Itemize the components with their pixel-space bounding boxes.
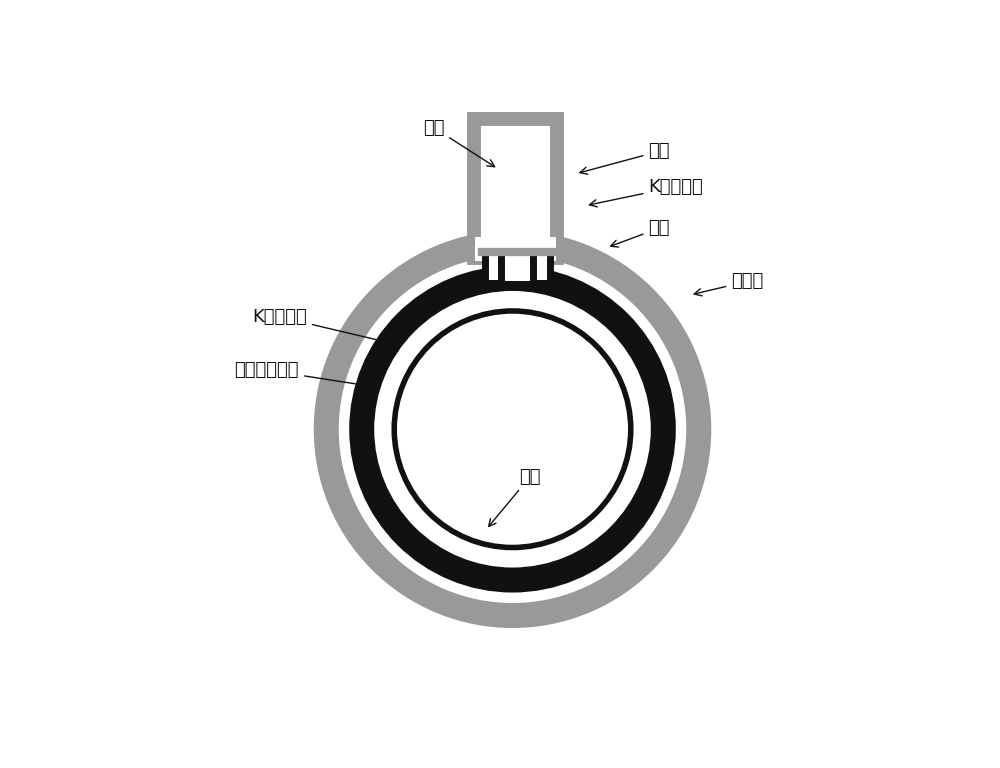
Text: 球型压电陶瓷: 球型压电陶瓷 [235, 361, 377, 389]
Bar [474, 119, 557, 258]
Bar [474, 119, 557, 258]
Text: 冷端: 冷端 [423, 118, 495, 167]
Text: 水密层: 水密层 [694, 273, 764, 296]
Text: 热端: 热端 [611, 219, 670, 247]
Bar [484, 252, 550, 281]
Text: 冷端: 冷端 [580, 142, 670, 174]
Text: K型热电偶: K型热电偶 [252, 308, 396, 346]
Text: 热端: 热端 [489, 468, 541, 526]
Bar [475, 237, 556, 260]
Text: K型热电偶: K型热电偶 [589, 177, 703, 207]
